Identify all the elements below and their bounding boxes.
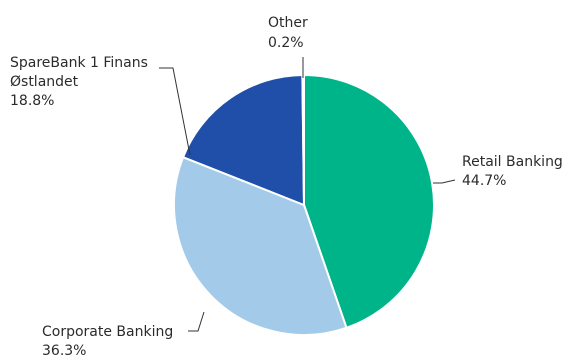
value-retail-banking: 44.7% — [462, 173, 506, 189]
slice-corporate-banking — [173, 155, 348, 336]
leader-line-corporate-banking — [188, 311, 205, 332]
label-sparebank-line1: SpareBank 1 Finans — [10, 55, 148, 71]
slice-labels: Retail Banking 44.7% Corporate Banking 3… — [10, 15, 563, 358]
value-other: 0.2% — [268, 35, 304, 51]
label-corporate-banking: Corporate Banking — [42, 324, 173, 340]
label-retail-banking: Retail Banking — [462, 154, 563, 170]
label-other: Other — [268, 15, 308, 31]
leader-lines — [159, 57, 456, 332]
label-sparebank-line2: Østlandet — [10, 74, 79, 90]
pie-slices — [173, 73, 435, 336]
slice-retail-banking — [303, 73, 435, 330]
slice-sparebank — [181, 73, 306, 207]
leader-line-sparebank — [159, 67, 191, 156]
value-corporate-banking: 36.3% — [42, 343, 86, 358]
value-sparebank: 18.8% — [10, 93, 54, 109]
leader-line-retail-banking — [433, 179, 456, 184]
